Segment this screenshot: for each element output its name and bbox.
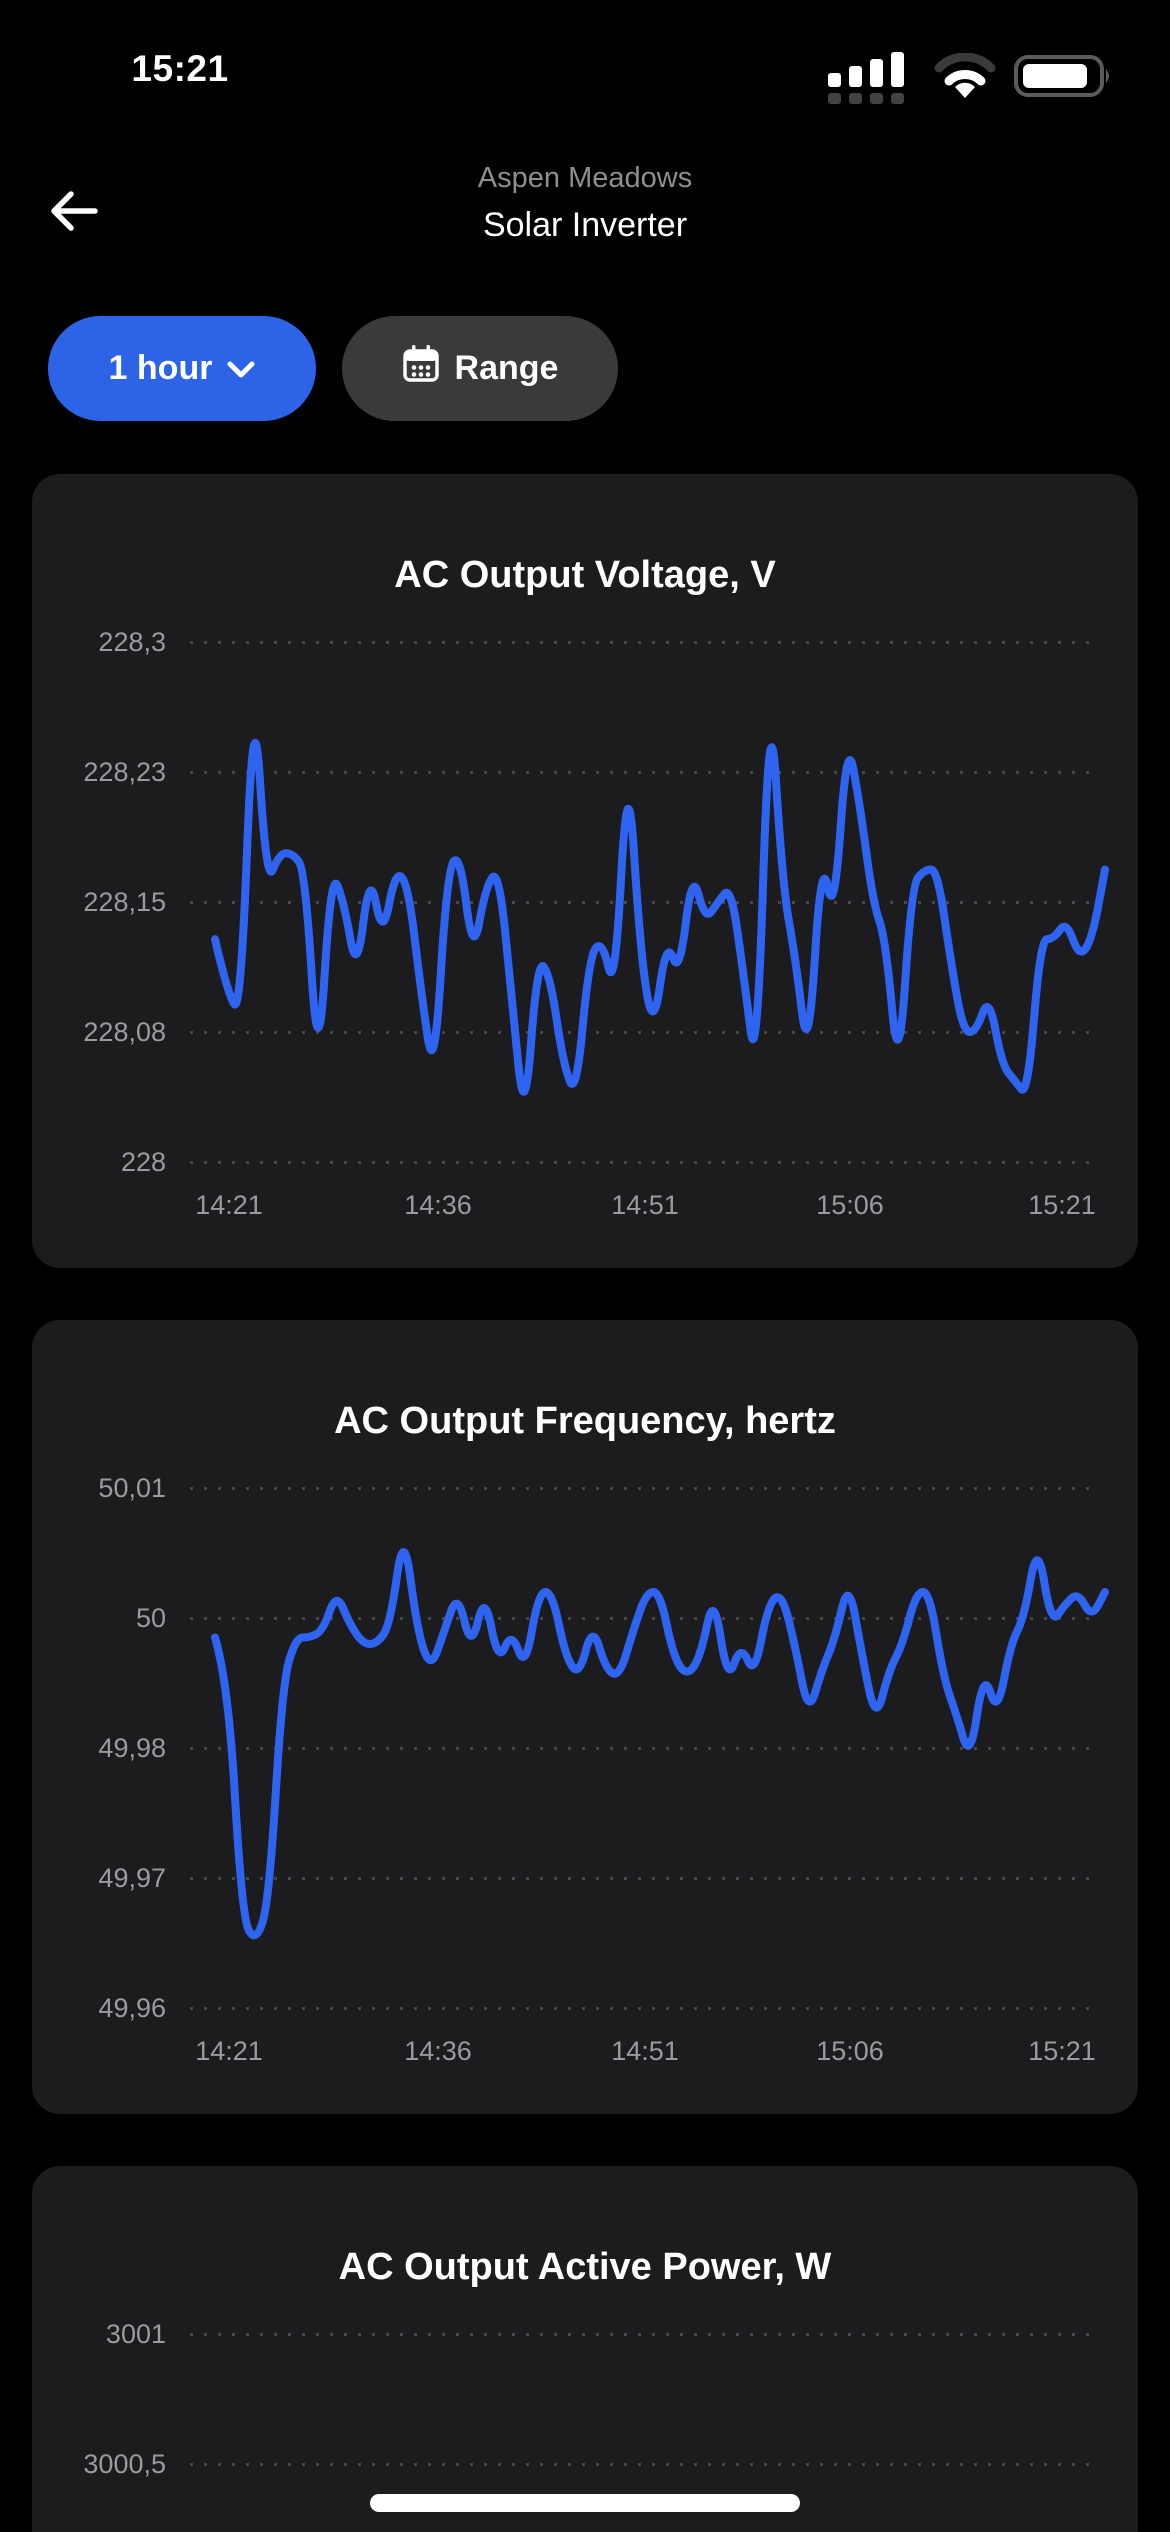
y-tick-label: 228,3 xyxy=(98,627,166,657)
gridline xyxy=(190,1031,1098,1034)
calendar-icon xyxy=(402,344,440,393)
x-tick-label: 15:21 xyxy=(1028,1190,1096,1220)
chevron-down-icon xyxy=(227,349,255,388)
gridline xyxy=(190,771,1098,774)
gridline xyxy=(190,2463,1098,2466)
period-selector-button[interactable]: 1 hour xyxy=(48,316,316,421)
chart-plot: 228,3 228,23 228,15 228,08 228 14:21 14:36 14:5… xyxy=(32,474,1138,1268)
gridline xyxy=(190,1617,1098,1620)
wifi-icon xyxy=(934,51,996,104)
gridline xyxy=(190,2007,1098,2010)
chart-line xyxy=(211,1548,1109,1940)
gridline xyxy=(190,901,1098,904)
x-tick-label: 15:06 xyxy=(816,2036,884,2066)
cellular-signal-icon xyxy=(828,48,916,109)
status-bar: 15:21 xyxy=(0,0,1170,120)
y-tick-label: 228 xyxy=(120,1147,166,1177)
x-tick-label: 15:06 xyxy=(816,1190,884,1220)
battery-icon xyxy=(1014,50,1114,107)
site-name: Aspen Meadows xyxy=(477,162,693,194)
x-tick-label: 14:21 xyxy=(195,2036,263,2066)
back-button[interactable] xyxy=(44,182,104,242)
y-tick-label: 50 xyxy=(135,1603,166,1633)
period-label: 1 hour xyxy=(108,349,213,387)
gridline xyxy=(190,641,1098,644)
x-tick-label: 14:51 xyxy=(611,2036,679,2066)
gridline xyxy=(190,1747,1098,1750)
device-name: Solar Inverter xyxy=(482,206,688,244)
chart-card-frequency: AC Output Frequency, hertz 50,01 50 49,98 4… xyxy=(32,1320,1138,2114)
x-tick-label: 14:36 xyxy=(404,1190,472,1220)
chart-line xyxy=(211,739,1109,1096)
y-tick-label: 228,08 xyxy=(83,1017,166,1047)
y-tick-label: 3000,5 xyxy=(83,2449,166,2479)
chart-card-voltage: AC Output Voltage, V 228,3 228,23 228,15 22… xyxy=(32,474,1138,1268)
chart-title: AC Output Active Power, W xyxy=(338,2245,832,2288)
back-arrow-icon xyxy=(47,186,101,239)
chart-card-active-power: AC Output Active Power, W 3001 3000,5 xyxy=(32,2166,1138,2532)
chart-title: AC Output Voltage, V xyxy=(394,553,776,596)
range-label: Range xyxy=(454,349,559,387)
gridline xyxy=(190,1877,1098,1880)
status-time: 15:21 xyxy=(131,48,229,89)
y-tick-label: 50,01 xyxy=(98,1473,166,1503)
status-icons xyxy=(828,50,1114,106)
chart-plot: 50,01 50 49,98 49,97 49,96 14:21 14:36 14:51 15:… xyxy=(32,1320,1138,2114)
x-tick-label: 15:21 xyxy=(1028,2036,1096,2066)
gridline xyxy=(190,1487,1098,1490)
y-tick-label: 3001 xyxy=(105,2319,166,2349)
x-tick-label: 14:36 xyxy=(404,2036,472,2066)
home-indicator[interactable] xyxy=(370,2494,800,2512)
range-selector-button[interactable]: Range xyxy=(342,316,618,421)
y-tick-label: 49,96 xyxy=(98,1993,166,2023)
chart-plot: 3001 3000,5 xyxy=(32,2166,1138,2532)
x-tick-label: 14:21 xyxy=(195,1190,263,1220)
x-tick-label: 14:51 xyxy=(611,1190,679,1220)
chart-title: AC Output Frequency, hertz xyxy=(334,1399,836,1442)
y-tick-label: 228,15 xyxy=(83,887,166,917)
y-tick-label: 49,97 xyxy=(98,1863,166,1893)
y-tick-label: 49,98 xyxy=(98,1733,166,1763)
gridline xyxy=(190,2333,1098,2336)
y-tick-label: 228,23 xyxy=(83,757,166,787)
gridline xyxy=(190,1161,1098,1164)
